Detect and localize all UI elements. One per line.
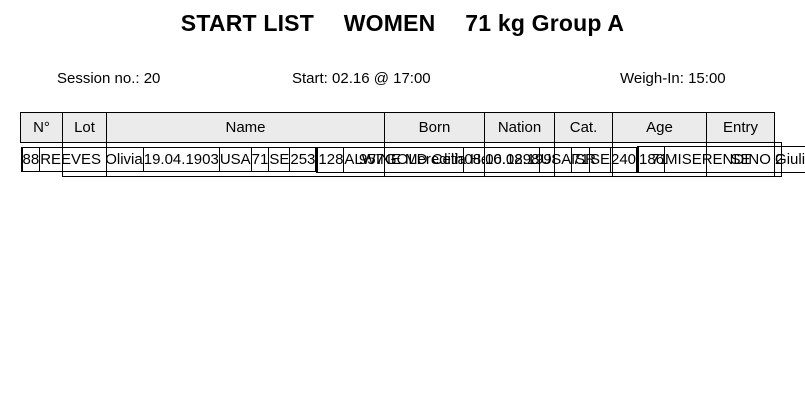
- session-number-label: Session no.: 20: [57, 70, 161, 87]
- table-body: 88 REEVES Olivia 19.04.1903 USA 71 SE 253 128 AL…: [20, 142, 805, 177]
- cell-nation: USA: [218, 147, 252, 172]
- cell-age: SE: [268, 147, 291, 172]
- column-header-born: Born: [384, 112, 485, 143]
- table-row: 88 REEVES Olivia 19.04.1903 USA 71 SE 253: [20, 147, 317, 172]
- weigh-in-time-label: Weigh-In: 15:00: [620, 70, 726, 87]
- cell-born: 19.04.1903: [142, 147, 220, 172]
- cell-name: REEVES Olivia: [39, 147, 144, 172]
- session-info-bar: Session no.: 20 Start: 02.16 @ 17:00 Wei…: [20, 70, 785, 90]
- cell-entry: 253: [289, 147, 317, 172]
- cell-lot: 88: [21, 147, 41, 172]
- page-title: START LIST WOMEN 71 kg Group A: [180, 10, 625, 36]
- cell-entry: 240: [609, 146, 638, 173]
- column-header-lot: Lot: [62, 112, 107, 143]
- start-time-label: Start: 02.16 @ 17:00: [292, 70, 431, 87]
- cell-name: GOLD Celia Henna: [384, 142, 485, 177]
- column-header-no: N°: [20, 112, 63, 143]
- column-header-age: Age: [612, 112, 707, 143]
- column-header-entry: Entry: [706, 112, 775, 143]
- column-header-nation: Nation: [484, 112, 555, 143]
- cell-cat: 71: [250, 147, 270, 172]
- column-header-name: Name: [106, 112, 385, 143]
- cell-lot: 128: [317, 146, 345, 173]
- table-row: 88 REEVES Olivia 19.04.1903 USA 71 SE 253 128 AL…: [20, 142, 805, 177]
- column-header-cat: Cat.: [554, 112, 613, 143]
- start-list-table: N° Lot Name Born Nation Cat. Age Entry 8…: [20, 112, 805, 177]
- cell-no: [20, 147, 23, 172]
- table-header-row: N° Lot Name Born Nation Cat. Age Entry: [20, 112, 782, 143]
- cell-born: 10.02.1998: [484, 142, 555, 177]
